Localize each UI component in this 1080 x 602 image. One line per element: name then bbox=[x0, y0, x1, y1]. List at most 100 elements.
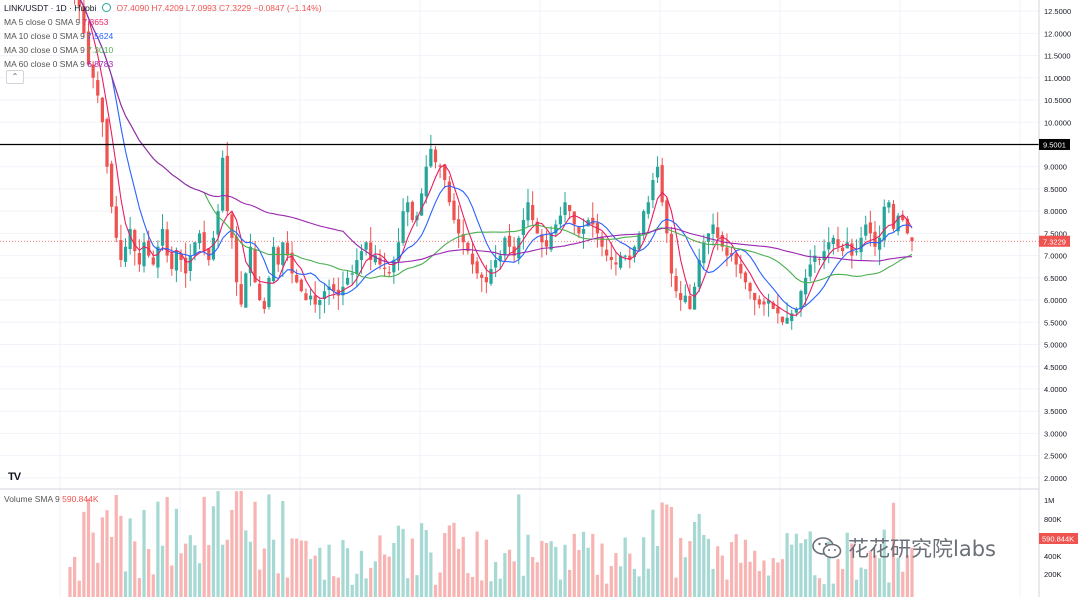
candle bbox=[110, 163, 114, 207]
volume-bar bbox=[429, 552, 433, 597]
volume-bar bbox=[669, 506, 674, 597]
candle bbox=[447, 181, 451, 203]
volume-bar bbox=[702, 534, 706, 597]
volume-bar bbox=[68, 566, 72, 597]
volume-bar bbox=[114, 494, 118, 597]
volume-bar bbox=[327, 544, 331, 597]
candle bbox=[660, 165, 664, 203]
collapse-legend-button[interactable]: ⌃ bbox=[6, 70, 24, 84]
ma5-line bbox=[79, 0, 913, 316]
candle bbox=[211, 237, 216, 260]
candle bbox=[549, 233, 553, 250]
candle bbox=[776, 307, 780, 314]
candle bbox=[221, 157, 225, 211]
price-axis[interactable]: 12.5000 12.0000 11.5000 11.0000 10.5000 10.00… bbox=[1038, 0, 1080, 597]
candle bbox=[91, 64, 95, 78]
candle bbox=[197, 233, 202, 244]
price-tick-label: 10.0000 bbox=[1044, 118, 1071, 127]
candle bbox=[480, 274, 484, 278]
candle bbox=[489, 268, 493, 284]
volume-bar bbox=[456, 548, 461, 597]
volume-bar bbox=[447, 525, 451, 597]
volume-bar bbox=[646, 568, 650, 597]
candle bbox=[827, 242, 831, 250]
ma30-line bbox=[79, 0, 913, 284]
volume-bar bbox=[716, 546, 720, 597]
last-price-badge bbox=[1039, 235, 1070, 247]
price-tick-label: 6.0000 bbox=[1044, 296, 1067, 305]
candle bbox=[452, 200, 456, 221]
volume-bar bbox=[147, 548, 151, 597]
candle bbox=[531, 205, 535, 221]
volume-bar bbox=[142, 509, 146, 597]
candle bbox=[82, 6, 86, 34]
volume-bar bbox=[762, 560, 766, 597]
indicator-ma10[interactable]: MA 10 close 0 SMA 9 7.5624 bbox=[4, 31, 114, 41]
candle bbox=[757, 299, 761, 305]
volume-bar bbox=[535, 562, 539, 597]
volume-bar bbox=[484, 539, 488, 597]
candle bbox=[114, 206, 118, 238]
volume-bar bbox=[350, 584, 354, 597]
candle bbox=[424, 166, 428, 197]
volume-bar bbox=[369, 567, 373, 597]
volume-bar bbox=[706, 538, 711, 597]
horizontal-line[interactable] bbox=[0, 143, 1039, 242]
candle bbox=[207, 248, 211, 261]
candle bbox=[429, 148, 433, 167]
volume-bar bbox=[623, 537, 627, 597]
volume-bar bbox=[494, 561, 498, 597]
candle bbox=[859, 237, 863, 253]
volume-bar bbox=[355, 573, 359, 597]
volume-bar bbox=[91, 532, 95, 597]
candle bbox=[507, 235, 512, 247]
volume-legend[interactable]: Volume SMA 9 590.844K bbox=[4, 494, 99, 504]
volume-bar bbox=[498, 578, 502, 597]
volume-bar bbox=[480, 580, 484, 597]
candle bbox=[345, 277, 350, 285]
volume-bar bbox=[609, 566, 613, 597]
volume-bar bbox=[831, 583, 835, 597]
indicator-ma30[interactable]: MA 30 close 0 SMA 9 7.3010 bbox=[4, 45, 114, 55]
candle bbox=[729, 253, 734, 256]
price-tick-label: 10.5000 bbox=[1044, 96, 1071, 105]
candle bbox=[526, 202, 530, 221]
ohlc-values: O7.4090 H7.4209 L7.0993 C7.3229 −0.0847 … bbox=[116, 3, 322, 13]
candle bbox=[392, 260, 396, 273]
level-price-badge bbox=[1039, 138, 1070, 150]
candle bbox=[711, 224, 715, 234]
candle bbox=[817, 258, 822, 261]
symbol-title[interactable]: LINK/USDT · 1D · Huobi bbox=[4, 3, 97, 13]
volume-bar bbox=[359, 550, 364, 597]
market-status-icon bbox=[102, 3, 112, 12]
candle bbox=[771, 302, 775, 309]
volume-bar bbox=[406, 578, 410, 597]
candle bbox=[901, 215, 905, 221]
indicator-ma60[interactable]: MA 60 close 0 SMA 9 6.8783 bbox=[4, 59, 114, 69]
volume-bar bbox=[891, 502, 896, 597]
candle bbox=[364, 242, 368, 250]
volume-bar bbox=[396, 525, 401, 597]
candle bbox=[591, 217, 595, 225]
indicator-ma5[interactable]: MA 5 close 0 SMA 9 7.3653 bbox=[4, 17, 109, 27]
candle bbox=[905, 218, 909, 234]
volume-bar bbox=[443, 533, 447, 597]
candle bbox=[484, 277, 488, 283]
volume-bar bbox=[419, 523, 424, 597]
tradingview-logo[interactable]: TV bbox=[8, 471, 21, 483]
volume-bar bbox=[780, 559, 785, 597]
price-tick-label: 2.0000 bbox=[1044, 474, 1067, 483]
chart-legend: LINK/USDT · 1D · Huobi O7.4090 H7.4209 L7… bbox=[4, 1, 322, 71]
candle bbox=[563, 202, 567, 216]
candle bbox=[854, 251, 859, 253]
volume-bar bbox=[600, 543, 604, 597]
candle bbox=[720, 234, 724, 247]
volume-bar bbox=[197, 563, 202, 597]
volume-bar bbox=[540, 540, 544, 597]
candle bbox=[123, 246, 128, 262]
candle bbox=[558, 215, 563, 225]
candle bbox=[581, 228, 586, 234]
volume-bar bbox=[285, 577, 290, 597]
